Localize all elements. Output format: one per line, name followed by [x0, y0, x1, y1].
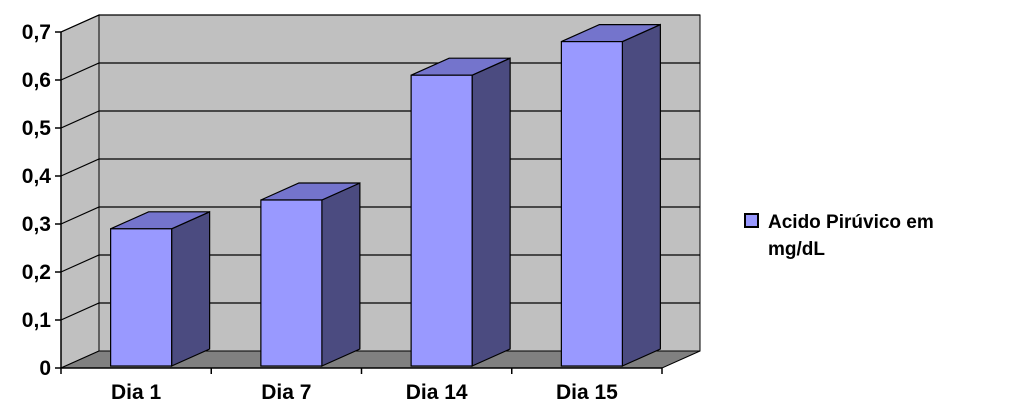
bar: [260, 182, 361, 367]
gridline: [60, 14, 700, 33]
legend-label-line-1: Acido Pirúvico em: [768, 212, 934, 233]
legend-label-line-2: mg/dL: [768, 239, 825, 260]
side-wall: [60, 14, 100, 369]
bar-front: [260, 199, 323, 367]
bar: [560, 23, 661, 367]
bar-side: [471, 57, 511, 367]
bar: [110, 210, 211, 367]
x-tick-label: Dia 7: [261, 381, 311, 403]
legend-swatch: [744, 213, 759, 228]
legend: Acido Pirúvico em mg/dL: [744, 212, 934, 260]
x-tick-label: Dia 14: [406, 381, 468, 403]
bars: [110, 23, 661, 367]
bar-side: [171, 210, 211, 367]
y-tick-label: 0,2: [22, 261, 51, 284]
bar-side: [621, 23, 661, 367]
bar: [410, 57, 511, 367]
y-tick-label: 0,7: [22, 21, 51, 44]
bar-front: [560, 40, 623, 367]
y-tick-label: 0,5: [22, 117, 52, 140]
bar-front: [110, 228, 173, 367]
x-axis-category-labels: Dia 1 Dia 7 Dia 14 Dia 15: [111, 381, 618, 403]
y-tick-label: 0: [39, 357, 51, 380]
bar-front: [410, 74, 473, 367]
axes: [55, 31, 663, 374]
y-tick-label: 0,1: [22, 309, 52, 332]
y-tick-label: 0,4: [22, 165, 52, 188]
x-tick-label: Dia 1: [111, 381, 162, 403]
bar-side: [321, 182, 361, 367]
y-axis-tick-labels: 0 0,1 0,2 0,3 0,4 0,5 0,6 0,7: [22, 21, 52, 380]
x-tick-label: Dia 15: [556, 381, 618, 403]
y-tick-label: 0,3: [22, 213, 51, 236]
y-tick-label: 0,6: [22, 69, 51, 92]
